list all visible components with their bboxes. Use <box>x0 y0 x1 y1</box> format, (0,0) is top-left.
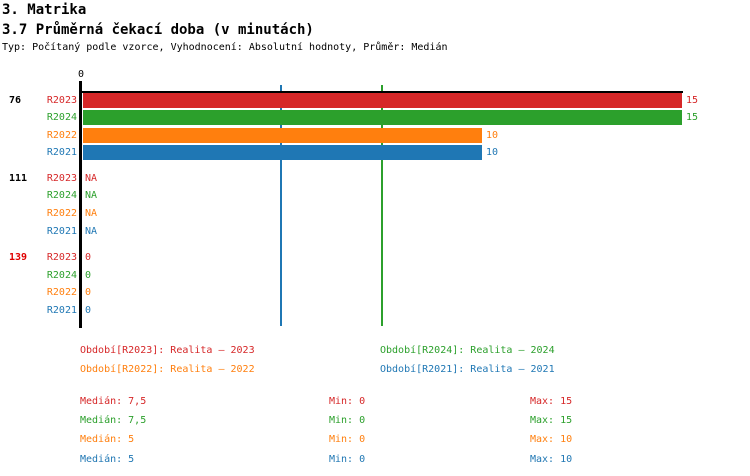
row-label-r2024: R2024 <box>46 270 77 281</box>
stat-min-r2021: Min: 0 <box>329 454 366 465</box>
bar-value-r2022: 10 <box>486 130 499 141</box>
chart-row: 15 <box>83 93 698 108</box>
na-value-r2021: NA <box>85 226 98 237</box>
chart-row: 0 <box>83 285 91 300</box>
row-label-r2023: R2023 <box>46 252 77 263</box>
row-label-r2022: R2022 <box>46 287 77 298</box>
bar-r2021 <box>83 145 482 160</box>
median-line-green <box>381 85 383 326</box>
stat-max-r2022: Max: 10 <box>530 434 573 445</box>
stat-min-r2023: Min: 0 <box>329 396 366 407</box>
bar-r2022 <box>83 128 482 143</box>
zero-value-r2023: 0 <box>85 252 92 263</box>
row-label-r2023: R2023 <box>46 173 77 184</box>
chart-row: NA <box>83 188 97 203</box>
question-meta: Typ: Počítaný podle vzorce, Vyhodnocení:… <box>2 42 448 53</box>
row-label-r2021: R2021 <box>46 226 77 237</box>
chart-row: 10 <box>83 145 498 160</box>
chart-row: NA <box>83 206 97 221</box>
chart-row: 0 <box>83 303 91 318</box>
group-label-111: 111 <box>9 173 28 184</box>
y-axis-line <box>79 81 82 328</box>
na-value-r2022: NA <box>85 208 98 219</box>
row-label-r2023: R2023 <box>46 95 77 106</box>
bar-r2024 <box>83 110 682 125</box>
stat-min-r2022: Min: 0 <box>329 434 366 445</box>
median-line-blue <box>280 85 282 326</box>
stat-max-r2023: Max: 15 <box>530 396 573 407</box>
group-label-139: 139 <box>9 252 28 263</box>
chart-row: NA <box>83 171 97 186</box>
na-value-r2023: NA <box>85 173 98 184</box>
stat-median-r2022: Medián: 5 <box>80 434 135 445</box>
stat-median-r2023: Medián: 7,5 <box>80 396 147 407</box>
x-axis-tick-label-zero: 0 <box>77 69 85 80</box>
bar-r2023 <box>83 93 682 108</box>
chart-row: NA <box>83 224 97 239</box>
legend-item-r2022: Období[R2022]: Realita – 2022 <box>80 364 255 375</box>
row-label-r2024: R2024 <box>46 112 77 123</box>
group-label-76: 76 <box>9 95 22 106</box>
stat-max-r2021: Max: 10 <box>530 454 573 465</box>
chart-row: 10 <box>83 128 498 143</box>
x-axis-line <box>80 91 683 93</box>
row-label-r2021: R2021 <box>46 147 77 158</box>
na-value-r2024: NA <box>85 190 98 201</box>
row-label-r2022: R2022 <box>46 130 77 141</box>
zero-value-r2021: 0 <box>85 305 92 316</box>
bar-value-r2024: 15 <box>686 112 699 123</box>
legend-item-r2021: Období[R2021]: Realita – 2021 <box>380 364 555 375</box>
row-label-r2022: R2022 <box>46 208 77 219</box>
chart-row: 0 <box>83 268 91 283</box>
legend-item-r2023: Období[R2023]: Realita – 2023 <box>80 345 255 356</box>
stat-min-r2024: Min: 0 <box>329 415 366 426</box>
chart-row: 0 <box>83 250 91 265</box>
zero-value-r2022: 0 <box>85 287 92 298</box>
stat-median-r2024: Medián: 7,5 <box>80 415 147 426</box>
question-title: 3.7 Průměrná čekací doba (v minutách) <box>2 22 314 38</box>
row-label-r2024: R2024 <box>46 190 77 201</box>
stat-max-r2024: Max: 15 <box>530 415 573 426</box>
chart-row: 15 <box>83 110 698 125</box>
bar-value-r2023: 15 <box>686 95 699 106</box>
row-label-r2021: R2021 <box>46 305 77 316</box>
report-title: 3. Matrika <box>2 2 87 18</box>
stat-median-r2021: Medián: 5 <box>80 454 135 465</box>
legend-item-r2024: Období[R2024]: Realita – 2024 <box>380 345 555 356</box>
zero-value-r2024: 0 <box>85 270 92 281</box>
bar-value-r2021: 10 <box>486 147 499 158</box>
